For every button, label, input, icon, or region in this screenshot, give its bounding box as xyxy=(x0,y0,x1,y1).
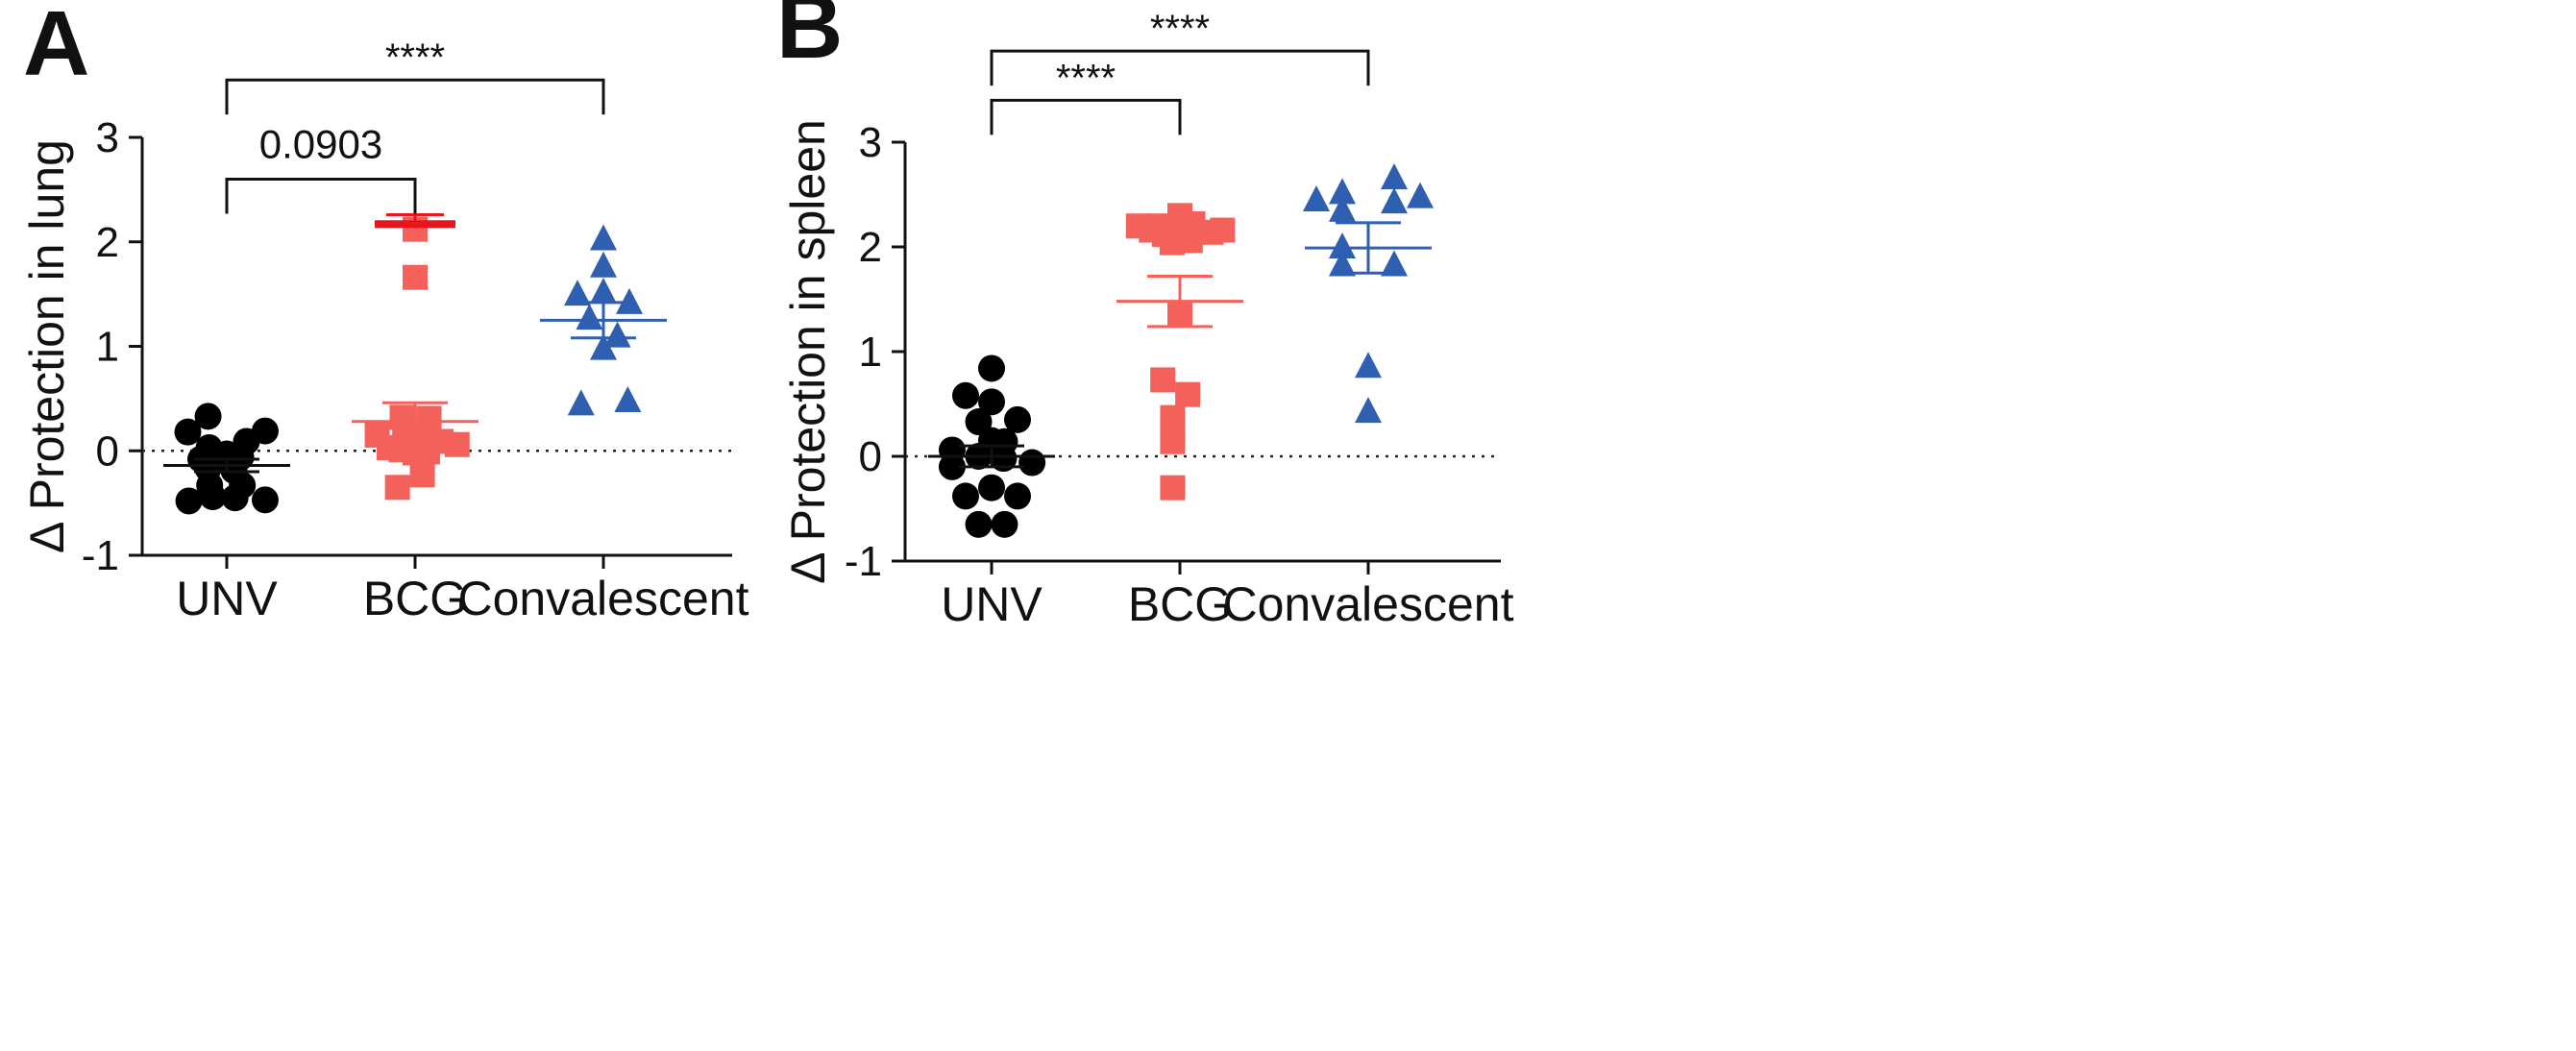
data-point-circle xyxy=(1018,449,1046,477)
y-tick-label: 1 xyxy=(859,329,882,376)
series-convalescent xyxy=(540,224,667,416)
y-tick-label: -1 xyxy=(845,538,882,585)
series-bcg xyxy=(1116,203,1243,501)
data-point-square xyxy=(1175,381,1201,407)
y-tick-label: 3 xyxy=(859,119,882,166)
x-category-label: UNV xyxy=(941,577,1043,631)
data-point-circle xyxy=(1004,405,1031,433)
significance-bracket xyxy=(990,49,1370,86)
data-point-triangle xyxy=(1329,250,1356,277)
data-point-circle xyxy=(990,445,1018,473)
data-point-square xyxy=(1160,428,1186,454)
series-convalescent xyxy=(1303,163,1434,424)
data-point-triangle xyxy=(590,251,617,278)
data-point-circle xyxy=(1004,482,1031,510)
data-point-triangle xyxy=(1381,187,1408,214)
series-bcg xyxy=(352,212,478,501)
series-unv xyxy=(928,354,1055,538)
x-category-label: Convalescent xyxy=(1223,577,1514,631)
significance-label: 0.0903 xyxy=(259,122,382,167)
data-point-triangle xyxy=(614,386,642,413)
data-point-triangle xyxy=(1329,178,1356,205)
data-point-triangle xyxy=(1381,163,1408,190)
data-point-circle xyxy=(194,403,222,430)
y-tick-label: 1 xyxy=(96,324,119,371)
data-point-triangle xyxy=(603,321,631,348)
x-category-label: BCG xyxy=(1128,577,1232,631)
x-category-label: Convalescent xyxy=(458,572,749,625)
significance-bracket xyxy=(225,178,417,214)
series-unv xyxy=(163,403,290,515)
data-point-circle xyxy=(965,408,993,436)
data-point-triangle xyxy=(1407,182,1434,208)
data-point-circle xyxy=(965,510,993,538)
data-point-triangle xyxy=(1381,250,1408,277)
data-point-square xyxy=(1160,404,1186,430)
y-tick-label: 3 xyxy=(96,114,119,161)
data-point-square xyxy=(444,431,470,457)
data-point-circle xyxy=(221,484,249,512)
panel-b: B Δ Protection in spleen -1 0 1 2 3 UNV BCGConva… xyxy=(776,0,1514,631)
data-point-triangle xyxy=(1355,397,1382,424)
y-tick-label: 0 xyxy=(859,433,882,480)
data-point-square xyxy=(384,475,410,501)
data-point-circle xyxy=(251,486,279,514)
data-point-triangle xyxy=(590,224,617,251)
data-point-circle xyxy=(991,510,1018,538)
data-point-triangle xyxy=(590,277,617,304)
data-point-triangle xyxy=(1329,232,1356,258)
data-point-circle xyxy=(952,381,979,409)
data-point-square xyxy=(1210,217,1236,243)
y-tick-label: 2 xyxy=(96,219,119,266)
data-point-triangle xyxy=(564,280,591,306)
panel-letter: B xyxy=(776,0,843,78)
data-point-circle xyxy=(938,452,966,480)
data-point-triangle xyxy=(1329,195,1356,222)
data-point-triangle xyxy=(1355,352,1382,379)
data-point-square xyxy=(403,264,428,290)
panel-a: A Δ Protection in lung-1 0 1 2 3 UNV BCGConvale… xyxy=(20,0,749,625)
data-point-square xyxy=(1150,367,1176,393)
data-point-circle xyxy=(174,418,202,446)
data-point-square xyxy=(409,462,435,488)
x-category-label: UNV xyxy=(176,572,278,625)
data-point-square xyxy=(1160,475,1186,501)
data-point-square xyxy=(414,439,440,465)
significance-label: **** xyxy=(1056,57,1116,99)
y-tick-label: 2 xyxy=(859,224,882,271)
data-point-circle xyxy=(978,354,1005,382)
significance-label: **** xyxy=(1150,8,1210,50)
y-axis-label: Δ Protection in lung xyxy=(20,139,74,553)
data-point-triangle xyxy=(567,389,595,416)
data-point-triangle xyxy=(576,304,603,330)
data-point-circle xyxy=(175,487,203,515)
panel-letter: A xyxy=(23,0,89,95)
data-point-circle xyxy=(199,483,227,511)
y-tick-label: -1 xyxy=(82,532,119,579)
significance-bracket xyxy=(225,78,605,115)
significance-label: **** xyxy=(385,37,445,79)
significance-bracket xyxy=(990,98,1182,135)
y-axis-label: Δ Protection in spleen xyxy=(781,119,835,584)
y-tick-label: 0 xyxy=(96,428,119,475)
data-point-circle xyxy=(251,417,279,445)
data-point-triangle xyxy=(590,333,617,360)
data-point-circle xyxy=(978,388,1005,416)
data-point-square xyxy=(416,405,442,431)
data-point-triangle xyxy=(1303,184,1330,211)
data-point-circle xyxy=(978,474,1005,501)
data-point-circle xyxy=(952,482,979,510)
x-category-label: BCG xyxy=(363,572,467,625)
data-point-square xyxy=(1146,213,1172,239)
